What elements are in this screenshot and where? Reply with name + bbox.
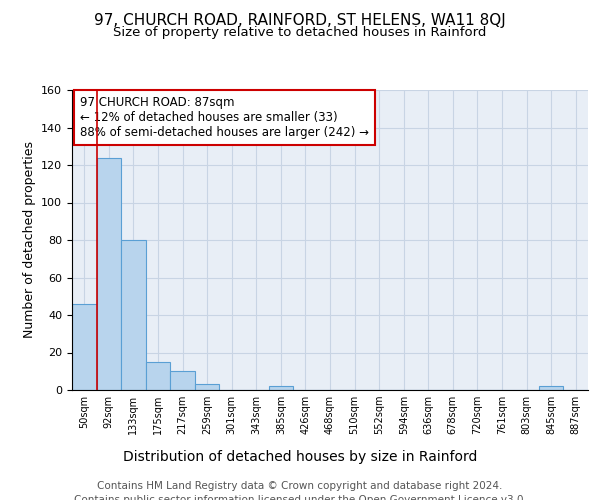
Bar (170, 371, 195, 390)
Bar (121, 240, 146, 390)
Text: Distribution of detached houses by size in Rainford: Distribution of detached houses by size … (123, 450, 477, 464)
Bar (539, 386, 563, 390)
Text: Contains HM Land Registry data © Crown copyright and database right 2024.
Contai: Contains HM Land Registry data © Crown c… (74, 481, 526, 500)
Bar (72, 304, 97, 390)
Bar (146, 362, 170, 390)
Text: 97 CHURCH ROAD: 87sqm
← 12% of detached houses are smaller (33)
88% of semi-deta: 97 CHURCH ROAD: 87sqm ← 12% of detached … (80, 96, 369, 139)
Y-axis label: Number of detached properties: Number of detached properties (23, 142, 35, 338)
Text: 97, CHURCH ROAD, RAINFORD, ST HELENS, WA11 8QJ: 97, CHURCH ROAD, RAINFORD, ST HELENS, WA… (94, 12, 506, 28)
Bar (97, 158, 121, 390)
Bar (269, 386, 293, 390)
Text: Size of property relative to detached houses in Rainford: Size of property relative to detached ho… (113, 26, 487, 39)
Bar (195, 384, 220, 390)
